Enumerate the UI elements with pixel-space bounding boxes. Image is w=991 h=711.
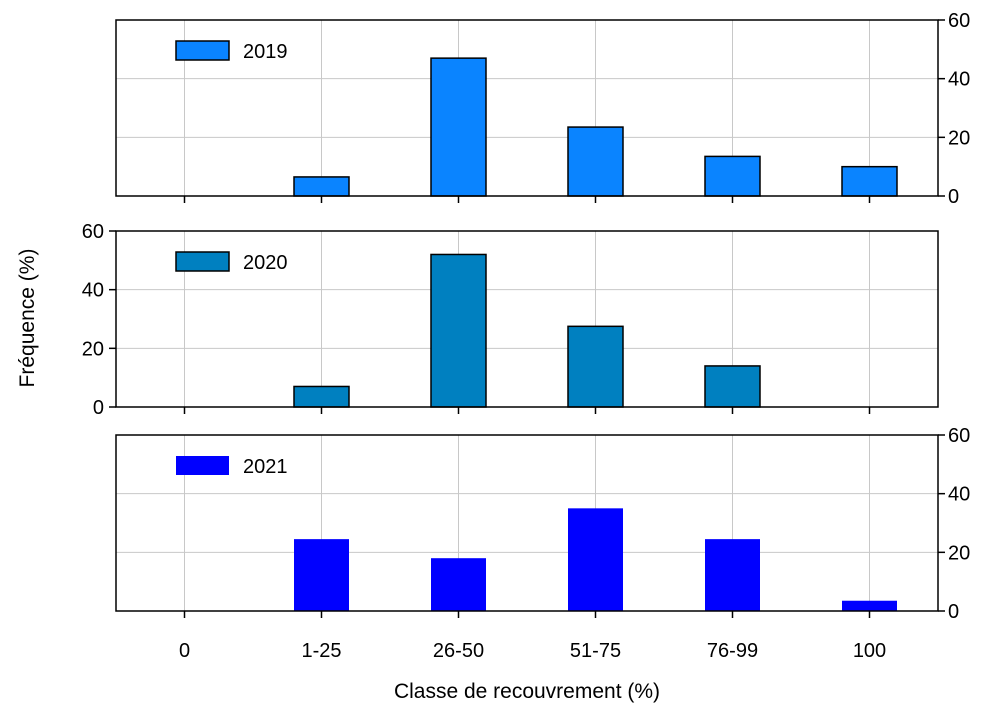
x-tick-label: 26-50 (433, 640, 484, 662)
legend-label-2021: 2021 (243, 456, 288, 478)
y-tick-label: 20 (948, 542, 970, 564)
x-tick-label: 76-99 (707, 640, 758, 662)
legend-swatch-2019 (175, 40, 230, 61)
x-tick-label: 0 (179, 640, 190, 662)
x-tick-label: 51-75 (570, 640, 621, 662)
y-tick-label: 40 (948, 69, 970, 91)
y-tick-label: 20 (948, 127, 970, 149)
bar-2020-51-75 (567, 325, 624, 408)
bar-2019-76-99 (704, 155, 761, 197)
bar-2021-1-25 (294, 539, 349, 611)
y-tick-label: 40 (948, 484, 970, 506)
y-tick-label: 0 (948, 601, 959, 623)
bar-2019-1-25 (293, 176, 350, 197)
bar-2020-76-99 (704, 365, 761, 408)
bar-2021-26-50 (431, 558, 486, 611)
y-tick-label: 60 (82, 221, 104, 243)
bar-2020-26-50 (430, 253, 487, 408)
y-tick-label: 60 (948, 425, 970, 447)
x-axis-title: Classe de recouvrement (%) (394, 680, 660, 703)
panel-frame-2020 (115, 230, 939, 408)
legend-swatch-2021 (176, 456, 229, 475)
y-axis-title: Fréquence (%) (16, 249, 39, 388)
x-tick-label: 1-25 (301, 640, 341, 662)
panel-frame-2021 (115, 434, 939, 612)
bar-2020-1-25 (293, 385, 350, 408)
legend-swatch-2020 (175, 251, 230, 272)
y-tick-label: 20 (82, 338, 104, 360)
bar-2021-100 (842, 600, 897, 611)
y-tick-label: 0 (948, 186, 959, 208)
legend-label-2020: 2020 (243, 252, 288, 274)
y-tick-label: 60 (948, 10, 970, 32)
panel-frame-2019 (115, 19, 939, 197)
bar-2019-100 (841, 165, 898, 197)
legend-label-2019: 2019 (243, 41, 288, 63)
x-tick-label: 100 (853, 640, 886, 662)
bar-2019-26-50 (430, 57, 487, 197)
bar-2021-51-75 (568, 508, 623, 611)
bar-2021-76-99 (705, 539, 760, 611)
y-tick-label: 40 (82, 280, 104, 302)
bar-2019-51-75 (567, 126, 624, 197)
y-tick-label: 0 (93, 397, 104, 419)
